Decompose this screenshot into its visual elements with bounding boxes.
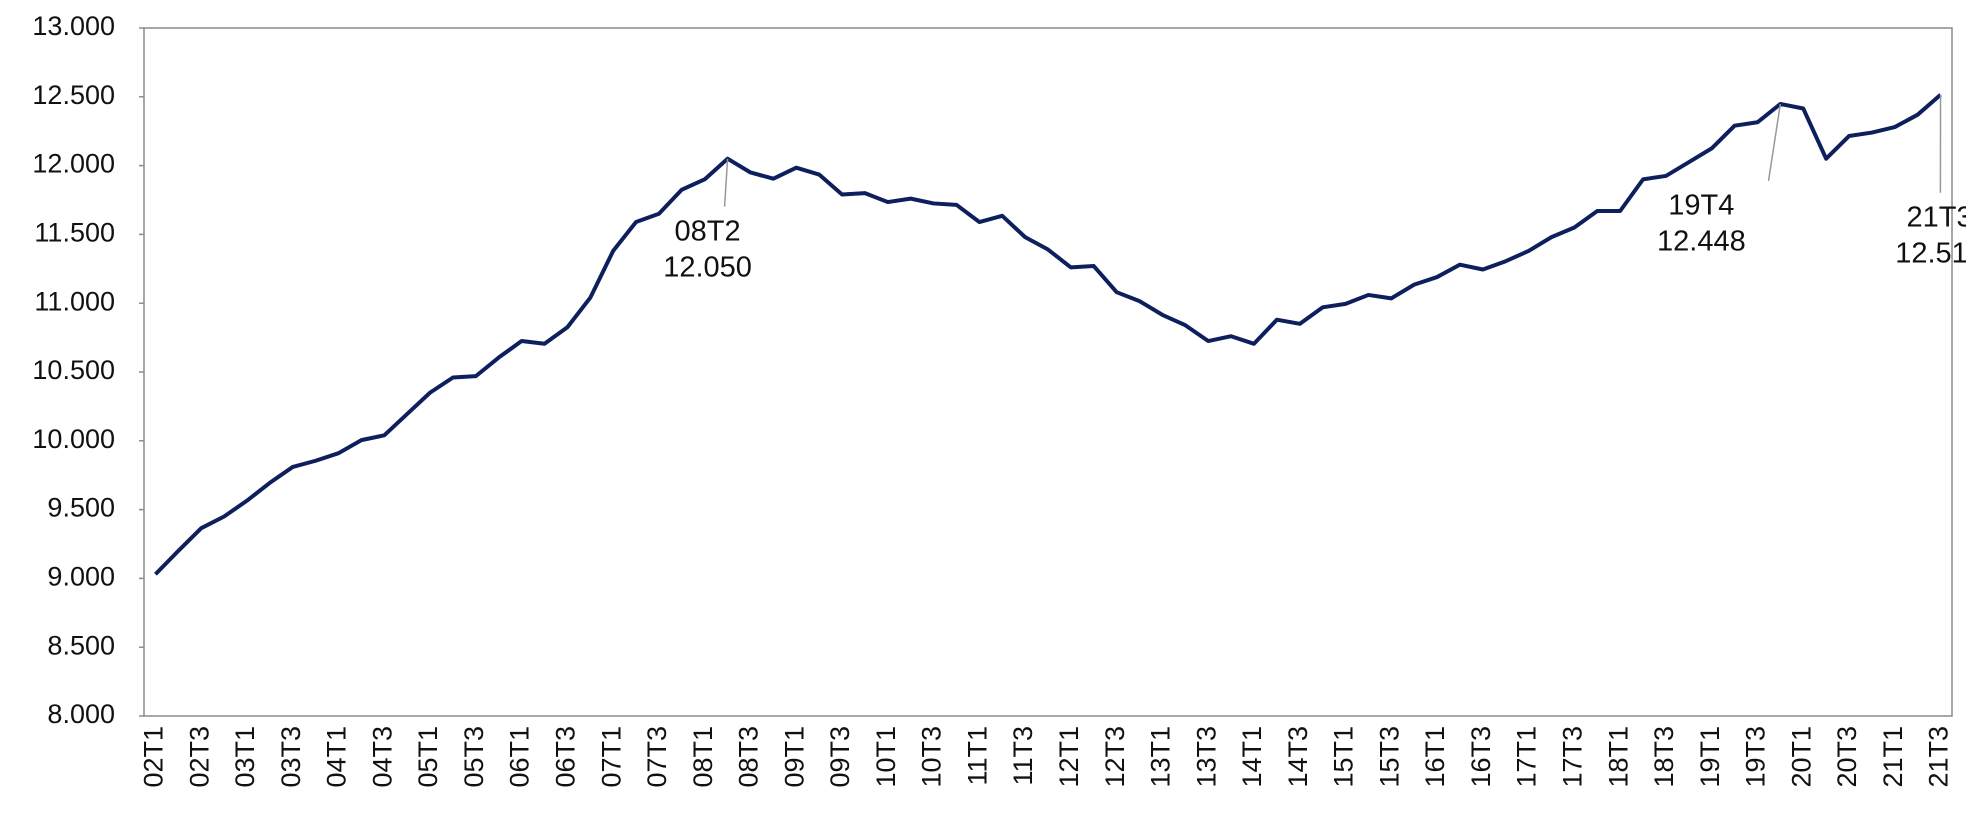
x-tick-label: 02T1	[139, 726, 169, 788]
x-tick-label: 05T1	[413, 726, 443, 788]
y-tick-label: 13.000	[32, 11, 115, 41]
x-tick-label: 13T3	[1191, 726, 1221, 788]
x-tick-label: 03T1	[230, 726, 260, 788]
x-tick-label: 06T1	[505, 726, 535, 788]
annotation-leader	[723, 158, 729, 207]
x-tick-label: 21T3	[1924, 726, 1954, 788]
x-tick-label: 18T1	[1603, 726, 1633, 788]
x-tick-label: 04T3	[367, 726, 397, 788]
annotation-value: 12.515	[1895, 237, 1966, 269]
y-tick-label: 8.000	[47, 699, 115, 729]
x-tick-label: 12T1	[1054, 726, 1084, 788]
x-tick-label: 18T3	[1649, 726, 1679, 788]
x-tick-label: 14T1	[1237, 726, 1267, 788]
y-tick-label: 12.500	[32, 80, 115, 110]
x-tick-label: 04T1	[322, 726, 352, 788]
x-tick-label: 06T3	[551, 726, 581, 788]
y-tick-label: 11.000	[34, 286, 115, 316]
x-tick-label: 10T1	[871, 726, 901, 788]
y-tick-label: 12.000	[32, 149, 115, 179]
x-tick-label: 08T1	[688, 726, 718, 788]
x-tick-label: 07T3	[642, 726, 672, 788]
annotation-label: 21T3	[1907, 201, 1966, 233]
y-tick-label: 9.500	[47, 493, 115, 523]
x-tick-label: 17T3	[1558, 726, 1588, 788]
x-tick-label: 12T3	[1100, 726, 1130, 788]
x-tick-label: 16T3	[1466, 726, 1496, 788]
x-tick-label: 05T3	[459, 726, 489, 788]
x-tick-label: 13T1	[1146, 726, 1176, 788]
y-tick-label: 9.000	[47, 562, 115, 592]
x-tick-label: 19T1	[1695, 726, 1725, 788]
y-tick-label: 11.500	[34, 218, 115, 248]
x-tick-label: 09T1	[779, 726, 809, 788]
annotation-label: 08T2	[675, 215, 741, 247]
x-tick-label: 14T3	[1283, 726, 1313, 788]
annotation-label: 19T4	[1668, 190, 1734, 222]
x-tick-label: 15T1	[1329, 726, 1359, 788]
x-tick-label: 19T3	[1741, 726, 1771, 788]
y-tick-label: 10.000	[32, 424, 115, 454]
y-tick-label: 10.500	[32, 355, 115, 385]
x-tick-label: 10T3	[917, 726, 947, 788]
x-tick-label: 16T1	[1420, 726, 1450, 788]
y-tick-label: 8.500	[47, 630, 115, 660]
annotation-value: 12.050	[663, 251, 752, 283]
annotation-leader	[1767, 103, 1782, 182]
x-tick-label: 20T3	[1832, 726, 1862, 788]
line	[154, 93, 1942, 576]
x-tick-label: 20T1	[1786, 726, 1816, 788]
x-tick-label: 15T3	[1374, 726, 1404, 788]
plot-frame	[143, 27, 1953, 717]
x-tick-label: 11T1	[962, 726, 992, 786]
x-tick-label: 03T3	[276, 726, 306, 788]
x-tick-label: 08T3	[734, 726, 764, 788]
annotation-value: 12.448	[1657, 226, 1746, 258]
x-tick-label: 11T3	[1008, 726, 1038, 786]
x-tick-label: 02T3	[184, 726, 214, 788]
x-tick-label: 07T1	[596, 726, 626, 788]
x-tick-label: 21T1	[1878, 726, 1908, 788]
x-tick-label: 17T1	[1512, 726, 1542, 788]
x-tick-label: 09T3	[825, 726, 855, 788]
